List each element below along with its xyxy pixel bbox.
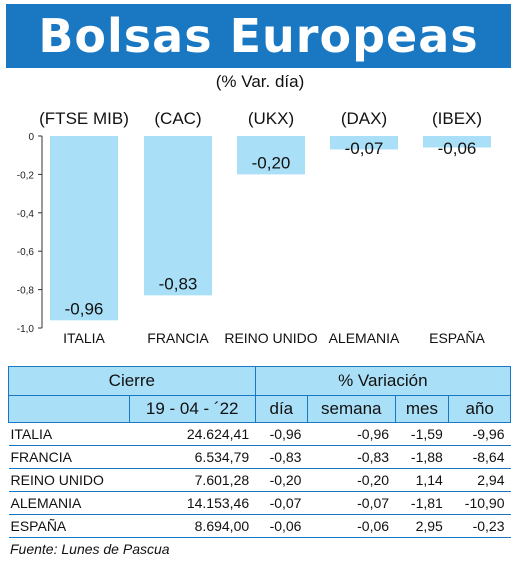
table-sub-header-row: 19 - 04 - ´22 día semana mes año bbox=[8, 395, 511, 423]
country-cell: REINO UNIDO bbox=[8, 468, 130, 492]
chart-title: Bolsas Europeas bbox=[38, 9, 479, 63]
value-label: -0,06 bbox=[438, 139, 477, 158]
index-label: (FTSE MIB) bbox=[39, 109, 129, 128]
header-blank bbox=[8, 395, 130, 423]
table-group-header-row: Cierre % Variación bbox=[8, 366, 512, 396]
bar bbox=[330, 136, 398, 150]
index-label: (DAX) bbox=[341, 109, 387, 128]
mes-cell: -1,81 bbox=[395, 491, 449, 515]
table-row: ITALIA 24.624,41 -0,96 -0,96 -1,59 -9,96 bbox=[8, 422, 511, 446]
y-tick-label: -0,2 bbox=[17, 170, 35, 181]
y-tick-label: 0 bbox=[28, 132, 34, 143]
country-cell: ESPAÑA bbox=[8, 514, 130, 538]
cierre-cell: 7.601,28 bbox=[129, 468, 256, 492]
value-label: -0,20 bbox=[252, 153, 291, 172]
y-tick-label: -0,4 bbox=[17, 209, 35, 220]
ano-cell: -9,96 bbox=[448, 422, 511, 446]
index-label: (IBEX) bbox=[432, 109, 482, 128]
dia-cell: -0,96 bbox=[255, 422, 308, 446]
ano-cell: 2,94 bbox=[448, 468, 511, 492]
cierre-cell: 14.153,46 bbox=[129, 491, 256, 515]
dia-cell: -0,83 bbox=[255, 445, 308, 469]
country-cell: ITALIA bbox=[8, 422, 130, 446]
table-row: ALEMANIA 14.153,46 -0,07 -0,07 -1,81 -10,90 bbox=[8, 491, 511, 515]
bar bbox=[50, 136, 118, 321]
header-ano: año bbox=[448, 395, 511, 423]
country-cell: FRANCIA bbox=[8, 445, 130, 469]
bar bbox=[237, 136, 305, 175]
y-tick-label: -1,0 bbox=[17, 324, 35, 335]
index-label: (CAC) bbox=[154, 109, 201, 128]
x-category-label: REINO UNIDO bbox=[224, 330, 317, 346]
cierre-cell: 8.694,00 bbox=[129, 514, 256, 538]
semana-cell: -0,06 bbox=[307, 514, 396, 538]
x-category-label: ALEMANIA bbox=[329, 330, 400, 346]
bar bbox=[144, 136, 212, 296]
table-row: ESPAÑA 8.694,00 -0,06 -0,06 2,95 -0,23 bbox=[8, 514, 511, 538]
ano-cell: -0,23 bbox=[448, 514, 511, 538]
header-variacion: % Variación bbox=[254, 366, 512, 396]
x-category-label: ITALIA bbox=[63, 330, 105, 346]
header-date: 19 - 04 - ´22 bbox=[128, 395, 256, 423]
source-note: Fuente: Lunes de Pascua bbox=[10, 541, 170, 557]
x-category-label: ESPAÑA bbox=[429, 330, 485, 346]
table-row: REINO UNIDO 7.601,28 -0,20 -0,20 1,14 2,94 bbox=[8, 468, 511, 492]
semana-cell: -0,20 bbox=[307, 468, 396, 492]
chart-subtitle: (% Var. día) bbox=[215, 72, 305, 91]
value-label: -0,83 bbox=[159, 274, 198, 293]
value-label: -0,96 bbox=[65, 299, 104, 318]
x-category-label: FRANCIA bbox=[147, 330, 209, 346]
header-mes: mes bbox=[394, 395, 450, 423]
dia-cell: -0,20 bbox=[255, 468, 308, 492]
table-row: FRANCIA 6.534,79 -0,83 -0,83 -1,88 -8,64 bbox=[8, 445, 511, 469]
y-tick-label: -0,6 bbox=[17, 247, 35, 258]
y-tick-label: -0,8 bbox=[17, 286, 35, 297]
dia-cell: -0,06 bbox=[255, 514, 308, 538]
cierre-cell: 6.534,79 bbox=[129, 445, 256, 469]
header-cierre: Cierre bbox=[8, 366, 256, 396]
header-dia: día bbox=[254, 395, 308, 423]
bar-chart: 0 -0,2 -0,4 -0,6 -0,8 -1,0 (FTSE MIB) -0,96 ITAL… bbox=[17, 109, 491, 346]
mes-cell: 2,95 bbox=[395, 514, 449, 538]
ano-cell: -8,64 bbox=[448, 445, 511, 469]
value-label: -0,07 bbox=[345, 139, 384, 158]
dia-cell: -0,07 bbox=[255, 491, 308, 515]
title-banner: Bolsas Europeas bbox=[6, 4, 511, 68]
mes-cell: -1,88 bbox=[395, 445, 449, 469]
cierre-cell: 24.624,41 bbox=[129, 422, 256, 446]
index-label: (UKX) bbox=[248, 109, 294, 128]
bar bbox=[423, 136, 491, 148]
mes-cell: 1,14 bbox=[395, 468, 449, 492]
mes-cell: -1,59 bbox=[395, 422, 449, 446]
data-table: Cierre % Variación 19 - 04 - ´22 día sem… bbox=[8, 366, 512, 538]
semana-cell: -0,96 bbox=[307, 422, 396, 446]
header-semana: semana bbox=[306, 395, 396, 423]
semana-cell: -0,83 bbox=[307, 445, 396, 469]
ano-cell: -10,90 bbox=[448, 491, 511, 515]
country-cell: ALEMANIA bbox=[8, 491, 130, 515]
semana-cell: -0,07 bbox=[307, 491, 396, 515]
